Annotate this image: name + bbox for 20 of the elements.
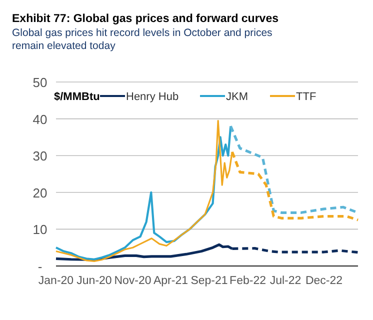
chart-title: Exhibit 77: Global gas prices and forward curves — [12, 13, 278, 25]
y-axis-title: $/MMBtu — [54, 91, 100, 103]
y-tick-label: 30 — [32, 148, 48, 164]
y-tick-label: 20 — [32, 185, 48, 200]
x-tick-label: Apr-21 — [153, 275, 188, 287]
x-tick-label: Dec-22 — [305, 275, 343, 287]
legend-label: TTF — [296, 91, 316, 103]
legend-label: JKM — [226, 91, 248, 103]
x-tick-label: Nov-20 — [114, 275, 152, 287]
x-tick-label: Jun-20 — [76, 275, 112, 287]
y-tick-label: 40 — [32, 112, 48, 127]
y-tick-label: - — [38, 259, 42, 274]
x-tick-label: Jul-22 — [270, 275, 302, 287]
x-tick-label: Jan-20 — [38, 275, 74, 287]
x-tick-label: Feb-22 — [230, 275, 266, 287]
y-tick-label: 50 — [32, 75, 48, 90]
x-tick-label: Sep-21 — [190, 275, 228, 287]
legend-label: Henry Hub — [126, 91, 179, 103]
y-tick-label: 10 — [32, 222, 48, 238]
chart-subtitle: Global gas prices hit record levels in October and prices remain elevated today — [12, 27, 272, 52]
